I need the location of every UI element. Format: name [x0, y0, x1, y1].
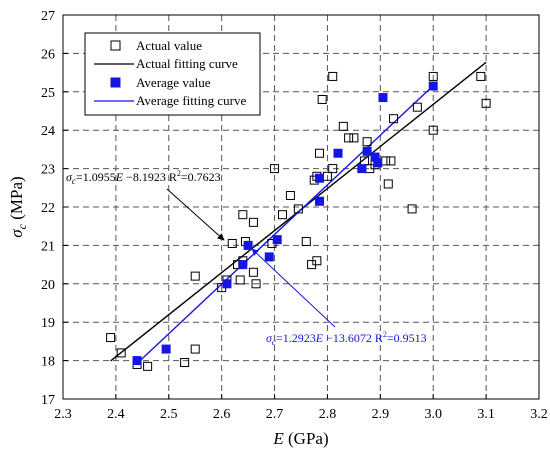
actual-value-point [277, 210, 287, 220]
legend-marker-average-value [110, 77, 121, 88]
average-value-point [315, 173, 325, 183]
actual-value-point [344, 133, 354, 143]
fit-lines [110, 61, 487, 364]
x-tick-label: 2.4 [107, 407, 125, 422]
actual-value-point [190, 271, 200, 281]
actual-value-point [248, 267, 258, 277]
x-tick-label: 2.6 [213, 407, 231, 422]
average-value-point [315, 196, 325, 206]
average-value-point [333, 148, 343, 158]
actual-value-point [389, 114, 399, 124]
average-value-point [264, 252, 274, 262]
actual-value-point [251, 279, 261, 289]
average-value-point [428, 81, 438, 91]
average-fit-equation: σc=1.2923E −13.6072 R2=0.9513 [266, 330, 427, 347]
actual-value-point [106, 333, 116, 343]
actual-value-point [349, 133, 359, 143]
average-value-point [357, 164, 367, 174]
y-tick-label: 24 [41, 124, 55, 139]
y-tick-label: 26 [41, 47, 55, 62]
y-tick-label: 18 [41, 355, 55, 370]
legend: Actual value Actual fitting curve Averag… [84, 32, 261, 116]
actual-value-point [328, 164, 338, 174]
average-value-point [378, 93, 388, 103]
actual-value-point [238, 210, 248, 220]
x-tick-label: 3.1 [477, 407, 495, 422]
axis-ticks: 2.3 2.4 2.5 2.6 2.7 2.8 2.9 3.0 3.1 3.2 17 18 19 20 21… [41, 9, 548, 422]
x-tick-label: 3.2 [530, 407, 548, 422]
actual-value-point [116, 348, 126, 358]
legend-label-actual-fit: Actual fitting curve [136, 56, 238, 71]
average-value-point [132, 356, 142, 366]
y-tick-label: 20 [41, 278, 55, 293]
actual-value-point [301, 237, 311, 247]
y-tick-label: 21 [41, 239, 55, 254]
actual-value-point [428, 71, 438, 81]
average-value-point [161, 344, 171, 354]
average-value-point [222, 279, 232, 289]
actual-value-point [412, 102, 422, 112]
average-value-point [362, 146, 372, 156]
average-value-point [238, 260, 248, 270]
actual-value-point [317, 94, 327, 104]
actual-value-point [428, 125, 438, 135]
actual-value-point [285, 190, 295, 200]
actual-value-point [190, 344, 200, 354]
actual-value-point [248, 217, 258, 227]
actual-value-point [180, 358, 190, 368]
x-tick-label: 2.7 [266, 407, 284, 422]
actual-value-point [383, 179, 393, 189]
average-fit-line [136, 85, 434, 364]
y-tick-label: 17 [41, 393, 55, 408]
x-tick-label: 2.5 [160, 407, 178, 422]
y-tick-label: 23 [41, 163, 55, 178]
x-tick-label: 2.9 [372, 407, 390, 422]
actual-fit-equation: σc=1.0955E −8.1923 R2=0.7623 [66, 169, 221, 186]
x-tick-label: 3.0 [424, 407, 442, 422]
y-tick-label: 19 [41, 316, 55, 331]
average-value-point [272, 235, 282, 245]
actual-fit-arrow [166, 188, 225, 241]
data-points [106, 71, 491, 371]
actual-value-point [381, 156, 391, 166]
actual-value-point [328, 71, 338, 81]
actual-value-point [315, 148, 325, 158]
y-tick-label: 25 [41, 86, 55, 101]
actual-value-point [407, 204, 417, 214]
actual-value-point [362, 137, 372, 147]
y-tick-label: 22 [41, 201, 55, 216]
x-tick-label: 2.8 [319, 407, 337, 422]
actual-value-point [338, 121, 348, 131]
x-axis-title: E (GPa) [272, 429, 328, 448]
actual-value-point [476, 71, 486, 81]
legend-label-actual-value: Actual value [136, 38, 202, 53]
legend-label-average-fit: Average fitting curve [136, 93, 246, 108]
y-tick-label: 27 [41, 9, 55, 24]
legend-label-average-value: Average value [136, 75, 211, 90]
actual-value-point [143, 361, 153, 371]
average-value-point [373, 158, 383, 168]
actual-value-point [235, 275, 245, 285]
actual-value-point [312, 256, 322, 266]
average-value-point [243, 240, 253, 250]
actual-value-point [270, 164, 280, 174]
actual-value-point [481, 98, 491, 108]
actual-value-point [386, 156, 396, 166]
actual-value-point [293, 204, 303, 214]
legend-marker-actual-value [110, 40, 121, 51]
actual-value-point [227, 238, 237, 248]
average-fit-arrow [251, 248, 336, 328]
x-tick-label: 2.3 [54, 407, 72, 422]
y-axis-title: σc (MPa) [7, 176, 29, 237]
